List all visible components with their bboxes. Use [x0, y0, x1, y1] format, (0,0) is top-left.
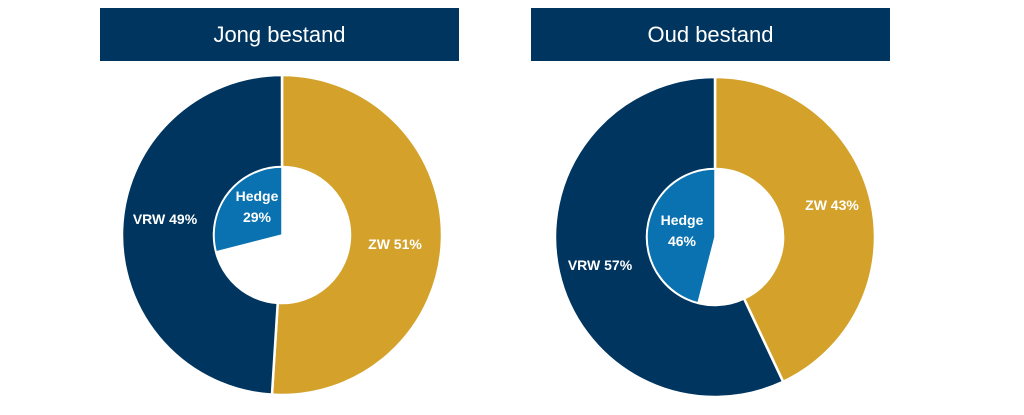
inner-slice-hedge — [213, 166, 283, 253]
inner-slice-hedge — [646, 168, 716, 304]
inner-slice-label-name: Hedge — [236, 188, 279, 204]
outer-slice-label-0: ZW 43% — [805, 197, 859, 213]
chart-title-jong-bestand: Jong bestand — [100, 8, 459, 61]
chart-title-oud-bestand: Oud bestand — [531, 8, 890, 61]
inner-slice-label-value: 29% — [243, 209, 272, 225]
outer-slice-label-1: VRW 49% — [133, 211, 198, 227]
outer-slice-label-0: ZW 51% — [368, 236, 422, 252]
inner-slice-label-value: 46% — [668, 233, 697, 249]
outer-slice-label-1: VRW 57% — [568, 257, 633, 273]
outer-slice-1 — [120, 73, 284, 397]
inner-slice-label-name: Hedge — [661, 212, 704, 228]
